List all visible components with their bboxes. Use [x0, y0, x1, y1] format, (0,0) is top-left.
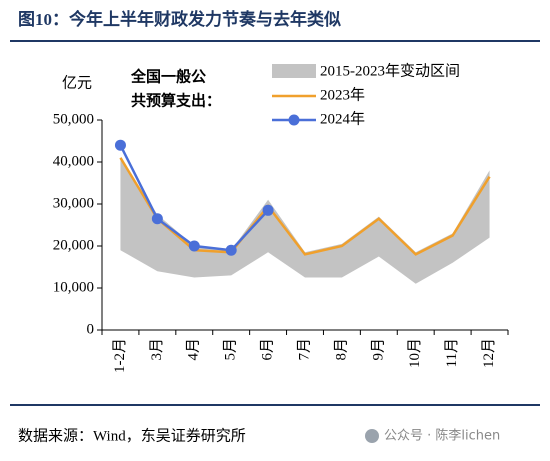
x-tick-label: 6月	[260, 338, 276, 361]
source: 数据来源：Wind，东吴证券研究所	[18, 427, 246, 444]
y-tick-label: 40,000	[53, 153, 94, 169]
range-band	[120, 157, 490, 284]
y-tick-label: 30,000	[53, 195, 94, 211]
series-marker	[188, 240, 200, 252]
y-tick-label: 0	[87, 321, 95, 337]
x-tick-label: 11月	[444, 338, 460, 367]
x-tick-label: 4月	[186, 338, 202, 361]
x-tick-label: 12月	[481, 338, 497, 368]
legend-swatch	[272, 64, 316, 78]
x-tick-label: 3月	[149, 338, 165, 361]
y-tick-label: 50,000	[53, 111, 94, 127]
series-marker	[262, 204, 274, 216]
annotation: 共预算支出：	[131, 91, 221, 109]
watermark-icon	[365, 429, 379, 443]
x-tick-label: 8月	[333, 338, 349, 361]
watermark: 公众号 · 陈李lichen	[384, 428, 500, 444]
annotation: 全国一般公	[130, 67, 206, 85]
series-marker	[114, 139, 126, 151]
x-tick-label: 10月	[407, 338, 423, 368]
x-tick-label: 7月	[296, 338, 312, 361]
legend-label: 2023年	[320, 86, 365, 103]
y-axis-label: 亿元	[62, 74, 92, 91]
y-tick-label: 10,000	[53, 279, 94, 295]
legend-label: 2015-2023年变动区间	[320, 62, 460, 79]
y-tick-label: 20,000	[53, 237, 94, 253]
x-tick-label: 9月	[370, 338, 386, 361]
x-tick-label: 5月	[223, 338, 239, 361]
legend-label: 2024年	[320, 110, 365, 127]
legend-marker	[288, 114, 300, 126]
x-tick-label: 1-2月	[112, 338, 128, 373]
series-marker	[225, 244, 237, 256]
series-line	[119, 157, 491, 256]
series-marker	[151, 213, 163, 225]
chart-title: 图10：今年上半年财政发力节奏与去年类似	[18, 9, 341, 29]
